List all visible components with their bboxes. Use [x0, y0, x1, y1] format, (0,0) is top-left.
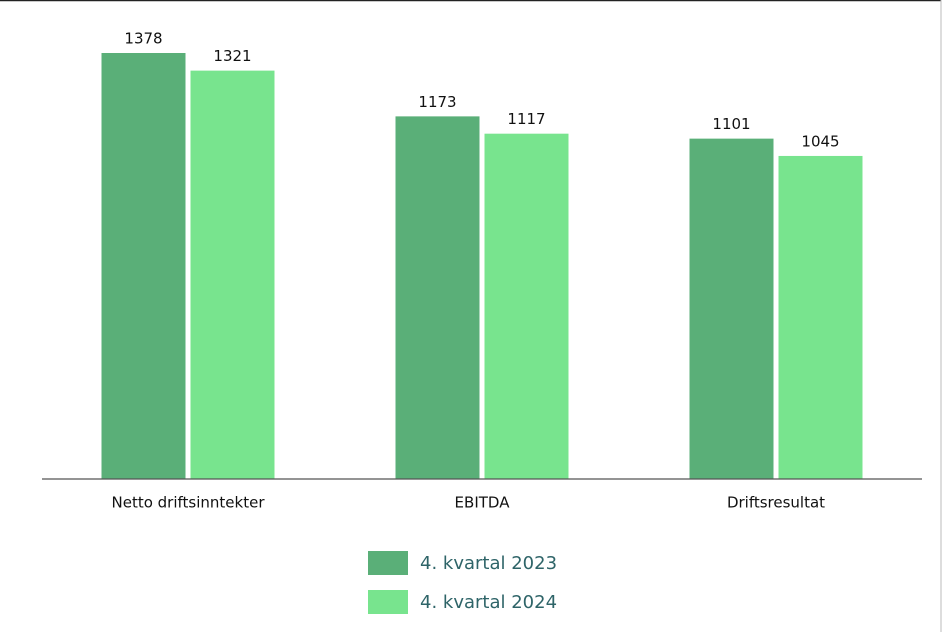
legend-swatch: [368, 551, 408, 575]
data-label: 1378: [124, 30, 162, 48]
data-label: 1045: [801, 132, 839, 150]
bar: [778, 155, 863, 479]
legend-swatch: [368, 590, 408, 614]
bar: [484, 133, 569, 479]
x-tick-label: EBITDA: [455, 494, 511, 512]
data-label: 1321: [213, 47, 251, 65]
data-label: 1117: [507, 110, 545, 128]
bar: [190, 70, 275, 480]
legend-label: 4. kvartal 2023: [420, 553, 557, 574]
data-label: 1173: [418, 93, 456, 111]
data-label: 1101: [712, 115, 750, 133]
legend-label: 4. kvartal 2024: [420, 592, 557, 613]
x-tick-label: Netto driftsinntekter: [112, 494, 266, 512]
bar: [101, 53, 186, 479]
bar: [689, 138, 774, 479]
bar: [395, 116, 480, 480]
x-tick-label: Driftsresultat: [727, 494, 825, 512]
